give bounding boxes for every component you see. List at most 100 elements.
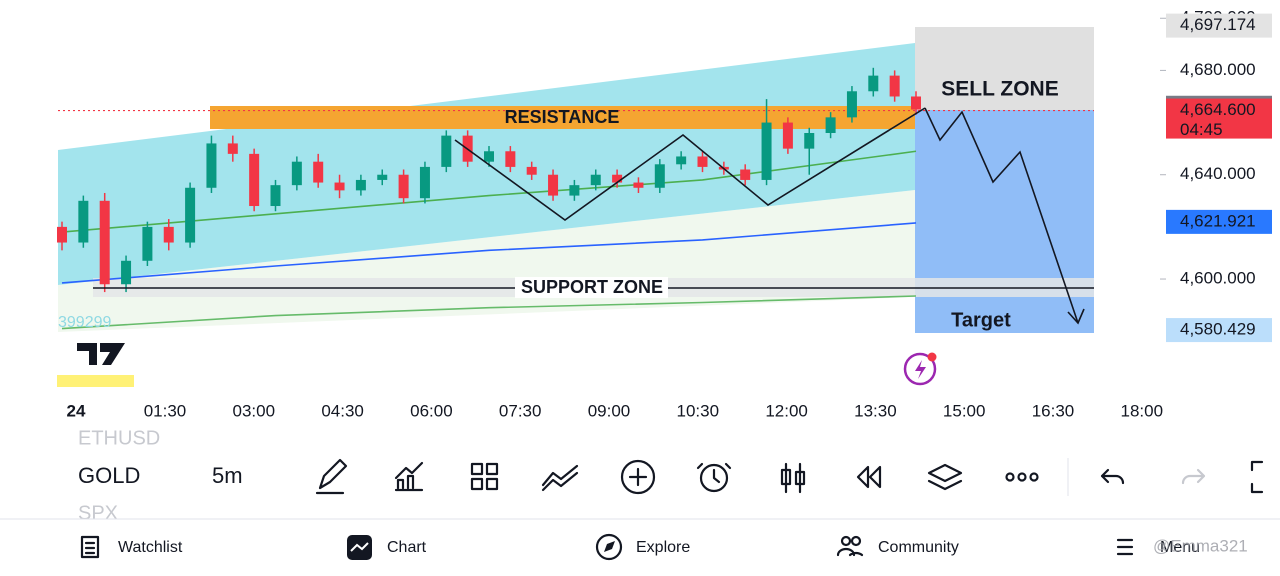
candle-body — [761, 122, 772, 180]
logo-bar — [57, 375, 134, 387]
watchlist-icon[interactable] — [80, 535, 100, 559]
target-zone — [915, 110, 1094, 333]
price-axis: 4,700.0004,680.0004,640.0004,600.0004,69… — [1160, 8, 1272, 343]
candle-body — [794, 470, 806, 486]
candle-body — [825, 117, 836, 133]
candle-body — [185, 187, 196, 243]
layout-icon — [485, 462, 499, 476]
countdown: 04:45 — [1180, 120, 1223, 139]
x-tick-label: 12:00 — [765, 401, 808, 420]
candle-body — [163, 226, 174, 243]
candle-body — [780, 468, 792, 486]
x-tick-label: 18:00 — [1121, 401, 1164, 420]
layers-icon[interactable] — [927, 463, 963, 491]
moving-averages — [61, 150, 917, 330]
price-label-bg — [1166, 98, 1272, 139]
moving-average — [61, 295, 917, 330]
community-icon[interactable] — [840, 535, 852, 547]
y-tick-label: 4,680.000 — [1180, 60, 1256, 79]
indicators-icon[interactable] — [394, 461, 424, 492]
layout-icon — [485, 477, 499, 491]
nav-item[interactable]: Community — [878, 539, 959, 556]
chart-icon-line — [350, 542, 369, 552]
candle-body — [249, 153, 260, 207]
candle-body — [484, 151, 494, 162]
more-icon[interactable] — [1005, 472, 1015, 482]
alarm-icon[interactable] — [699, 463, 729, 493]
bottom-nav: Watchlist Chart Explore Community Menu @… — [80, 533, 1248, 561]
candle-body — [377, 174, 388, 180]
moving-average — [61, 222, 917, 284]
replay-icon[interactable] — [856, 465, 882, 489]
candle-body — [590, 174, 601, 186]
redo-icon[interactable] — [1181, 468, 1206, 485]
x-tick-label: 13:30 — [854, 401, 897, 420]
x-tick-label: 15:00 — [943, 401, 986, 420]
candle-body — [313, 161, 324, 183]
candle-body — [868, 75, 879, 92]
price-label: 4,697.174 — [1180, 15, 1256, 34]
watermark: 399299 — [58, 314, 111, 331]
candle-body — [142, 226, 153, 261]
more-dot — [1029, 472, 1039, 482]
candle-icon[interactable] — [784, 462, 802, 494]
candle-body — [441, 135, 452, 167]
explore-icon[interactable] — [595, 533, 623, 561]
time-axis: 24 01:30 03:00 04:30 06:00 07:30 09:00 10:30 12:… — [67, 401, 1164, 420]
x-tick-label: 01:30 — [144, 401, 187, 420]
interval[interactable]: 5m — [212, 463, 243, 488]
sell-zone — [915, 27, 1094, 110]
moving-average — [61, 150, 917, 233]
candle-body — [227, 143, 238, 154]
draw-icon[interactable] — [315, 458, 348, 495]
candle-body — [633, 182, 644, 188]
pattern-line — [454, 107, 926, 221]
x-tick-label: 06:00 — [410, 401, 453, 420]
layout-icon — [470, 477, 484, 491]
candle-body — [654, 164, 665, 188]
symbol[interactable]: SPX — [78, 502, 118, 524]
candle-body — [889, 75, 900, 97]
alarm-hands — [696, 462, 732, 484]
fullscreen-icon[interactable] — [1250, 460, 1264, 494]
candle-body — [697, 156, 708, 167]
x-tick-label: 16:30 — [1032, 401, 1075, 420]
candle-body — [740, 169, 751, 180]
candle-body — [569, 185, 580, 196]
projection-arrow — [924, 107, 1079, 324]
nav-item[interactable]: Chart — [387, 539, 427, 556]
layout-icon[interactable] — [470, 462, 484, 476]
sell-zone-label: SELL ZONE — [941, 78, 1058, 101]
x-tick-label: 03:00 — [233, 401, 276, 420]
community-icon — [850, 535, 862, 547]
candle-body — [206, 143, 217, 188]
nav-item[interactable]: Watchlist — [118, 539, 183, 556]
x-tick-label: 09:00 — [588, 401, 631, 420]
y-tick-label: 4,640.000 — [1180, 164, 1256, 183]
label-bg — [515, 277, 668, 298]
price-label-bg — [1166, 318, 1272, 343]
candle-body — [548, 174, 559, 196]
compare-icon[interactable] — [541, 464, 579, 492]
badge — [927, 352, 937, 362]
nav-item[interactable]: Menu — [1160, 539, 1200, 556]
symbol[interactable]: GOLD — [78, 463, 140, 488]
undo-icon[interactable] — [1100, 468, 1125, 485]
drawings: SUPPORT ZONE RESISTANCE SELL ZONE Target… — [57, 78, 1094, 387]
community-body — [836, 547, 864, 557]
nav-item[interactable]: Explore — [636, 539, 690, 556]
candle-body — [846, 91, 857, 118]
add-icon[interactable] — [620, 459, 656, 495]
target-label: Target — [951, 309, 1011, 331]
candle-body — [676, 156, 687, 165]
resistance-zone — [210, 106, 915, 129]
candle-body — [99, 200, 110, 285]
candle-body — [419, 166, 430, 199]
candle-body — [291, 161, 302, 186]
symbol[interactable]: ETHUSD — [78, 427, 160, 449]
alert-icon[interactable] — [903, 352, 937, 386]
menu-icon[interactable] — [1116, 538, 1134, 556]
candle-body — [355, 179, 366, 191]
candle-body — [804, 133, 815, 149]
